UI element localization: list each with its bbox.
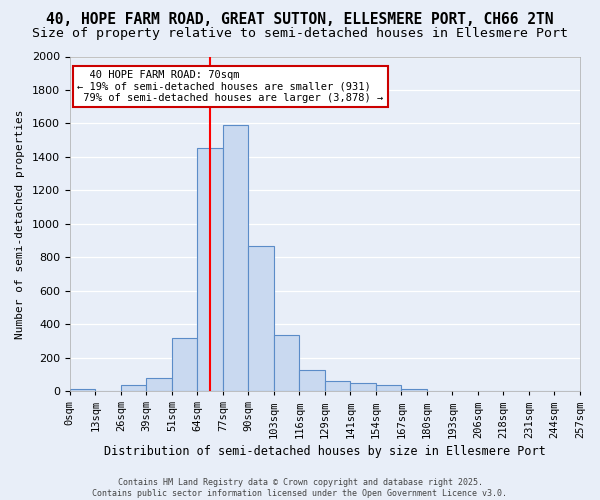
Bar	[274, 335, 299, 391]
Bar	[197, 148, 223, 391]
Bar	[223, 125, 248, 391]
Text: 40, HOPE FARM ROAD, GREAT SUTTON, ELLESMERE PORT, CH66 2TN: 40, HOPE FARM ROAD, GREAT SUTTON, ELLESM…	[46, 12, 554, 28]
Bar	[401, 388, 427, 391]
Text: Contains HM Land Registry data © Crown copyright and database right 2025.
Contai: Contains HM Land Registry data © Crown c…	[92, 478, 508, 498]
Text: Size of property relative to semi-detached houses in Ellesmere Port: Size of property relative to semi-detach…	[32, 28, 568, 40]
Bar	[121, 385, 146, 391]
Bar	[248, 246, 274, 391]
Bar	[325, 381, 350, 391]
Bar	[70, 388, 95, 391]
Bar	[350, 382, 376, 391]
Bar	[146, 378, 172, 391]
Bar	[299, 370, 325, 391]
Y-axis label: Number of semi-detached properties: Number of semi-detached properties	[15, 109, 25, 338]
X-axis label: Distribution of semi-detached houses by size in Ellesmere Port: Distribution of semi-detached houses by …	[104, 444, 546, 458]
Bar	[172, 338, 197, 391]
Bar	[376, 385, 401, 391]
Text: 40 HOPE FARM ROAD: 70sqm
← 19% of semi-detached houses are smaller (931)
 79% of: 40 HOPE FARM ROAD: 70sqm ← 19% of semi-d…	[77, 70, 383, 103]
